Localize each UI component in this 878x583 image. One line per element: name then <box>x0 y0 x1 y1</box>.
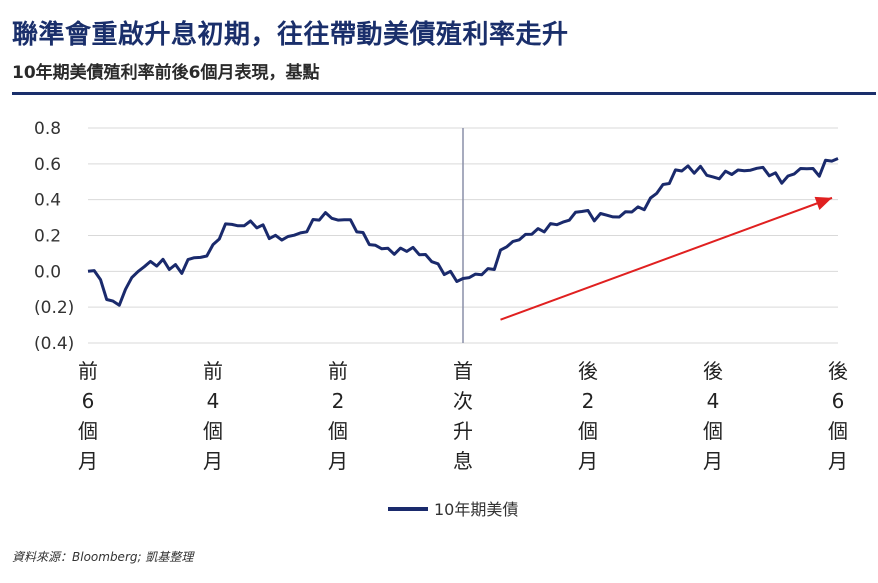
x-tick-label-0: 前 6 個月 <box>78 359 98 473</box>
x-tick-label-6: 後 6 個月 <box>828 359 848 473</box>
y-tick-label-6: (0.4) <box>34 334 74 354</box>
x-tick-label-5: 後 4 個月 <box>703 359 723 473</box>
trend-arrow-head <box>814 196 832 210</box>
legend: 10年期美債 <box>388 500 518 519</box>
title-divider <box>12 92 876 95</box>
x-tick-label-4: 後 2 個月 <box>578 359 598 473</box>
y-tick-label-0: 0.8 <box>34 119 61 139</box>
y-tick-label-2: 0.4 <box>34 191 61 211</box>
y-axis-ticks: 0.8 0.6 0.4 0.2 0.0 (0.2) (0.4) <box>34 119 74 354</box>
series-line-10y-treasury <box>87 157 839 307</box>
trend-arrow <box>500 196 833 321</box>
trend-arrow-shaft <box>500 196 833 321</box>
source-note: 資料來源：Bloomberg; 凱基整理 <box>12 550 194 564</box>
y-tick-label-5: (0.2) <box>34 298 74 318</box>
chart-subtitle: 10年期美債殖利率前後6個月表現，基點 <box>12 63 320 83</box>
y-tick-label-1: 0.6 <box>34 155 61 175</box>
x-tick-label-1: 前 4 個月 <box>203 359 223 473</box>
x-axis-ticks: 前 6 個月 前 4 個月 前 2 個月 首次升息 後 2 個月 後 4 個月 後 6 個月 <box>78 359 848 473</box>
y-tick-label-4: 0.0 <box>34 262 61 282</box>
x-tick-label-3: 首次升息 <box>453 359 473 473</box>
x-tick-label-2: 前 2 個月 <box>328 359 348 473</box>
y-tick-label-3: 0.2 <box>34 227 61 247</box>
chart-title: 聯準會重啟升息初期，往往帶動美債殖利率走升 <box>12 20 569 50</box>
legend-label: 10年期美債 <box>434 500 518 519</box>
